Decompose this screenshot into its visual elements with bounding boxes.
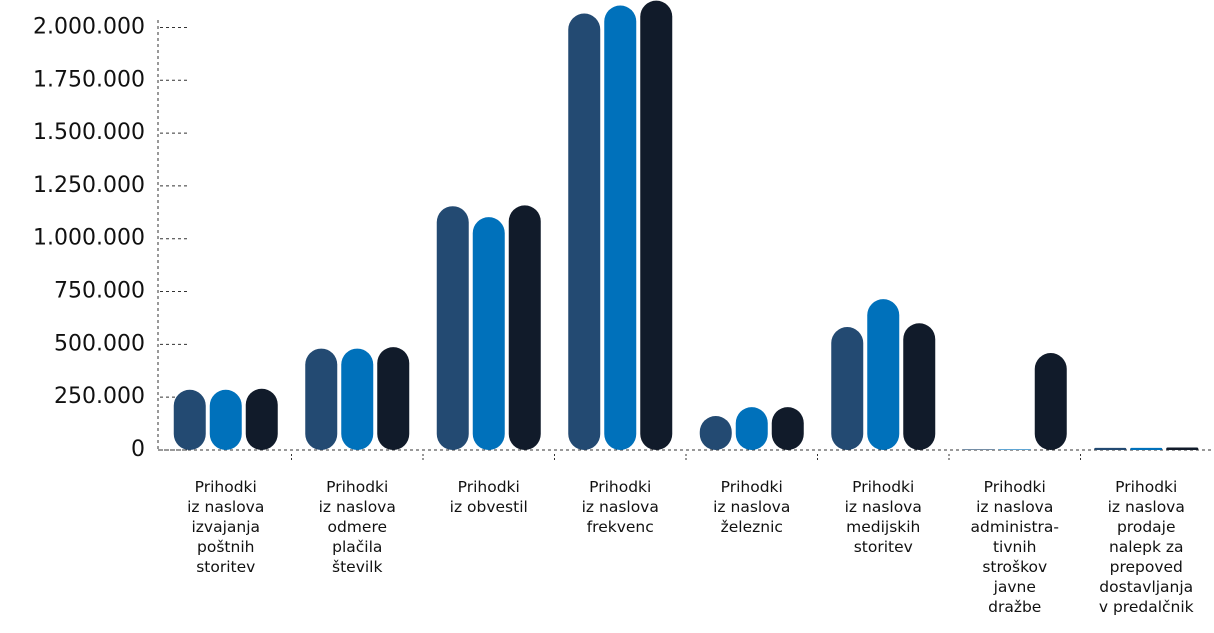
bar xyxy=(377,347,410,450)
bar xyxy=(640,0,673,451)
bar xyxy=(472,217,505,450)
bar xyxy=(699,415,732,450)
bar xyxy=(305,348,338,450)
y-tick-label: 0 xyxy=(131,437,145,462)
bar xyxy=(831,327,864,450)
bar xyxy=(508,205,541,450)
y-tick-label: 250.000 xyxy=(54,384,145,409)
bar xyxy=(604,5,637,451)
x-tick-label: Prihodki iz naslova administra- tivnih s… xyxy=(970,478,1060,616)
bar xyxy=(962,449,995,450)
x-tick-label: Prihodki iz naslova odmere plačila števi… xyxy=(318,478,396,576)
bar xyxy=(173,389,206,450)
y-tick-label: 2.000.000 xyxy=(33,14,145,39)
y-tick-label: 750.000 xyxy=(54,279,145,304)
y-tick-label: 1.500.000 xyxy=(33,120,145,145)
bar xyxy=(735,407,768,450)
x-tick-label: Prihodki iz naslova frekvenc xyxy=(581,478,659,536)
x-tick-label: Prihodki iz obvestil xyxy=(449,478,528,516)
bar xyxy=(436,206,469,450)
bar xyxy=(903,323,936,450)
bar xyxy=(341,348,374,450)
bar xyxy=(568,13,601,451)
y-tick-label: 1.250.000 xyxy=(33,173,145,198)
x-tick-label: Prihodki iz naslova železnic xyxy=(713,478,791,536)
bar xyxy=(867,299,900,450)
bar xyxy=(1130,447,1163,450)
y-tick-label: 1.750.000 xyxy=(33,67,145,92)
x-tick-label: Prihodki iz naslova medijskih storitev xyxy=(844,478,922,556)
bar xyxy=(771,407,804,450)
bar xyxy=(1166,447,1199,450)
x-tick-label: Prihodki iz naslova prodaje nalepk za pr… xyxy=(1098,478,1194,616)
y-tick-label: 500.000 xyxy=(54,331,145,356)
x-tick-label: Prihodki iz naslova izvajanja poštnih st… xyxy=(187,478,265,576)
bar xyxy=(998,449,1031,450)
y-tick-label: 1.000.000 xyxy=(33,226,145,251)
bar xyxy=(1034,353,1067,450)
bar xyxy=(209,389,242,450)
bar xyxy=(1094,447,1127,450)
bar xyxy=(245,388,278,450)
